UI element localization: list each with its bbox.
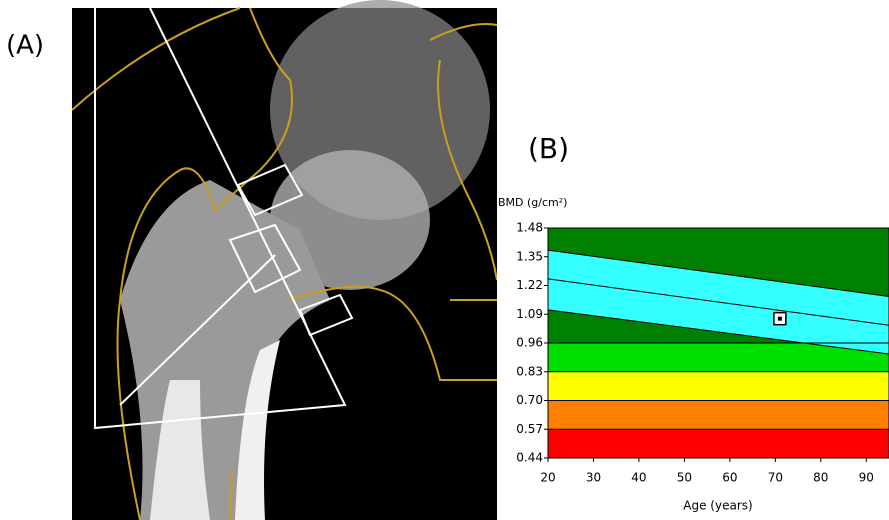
- y-tick-label: 0.57: [516, 422, 543, 436]
- xray-image: [72, 0, 497, 520]
- patient-point-center: [778, 317, 782, 321]
- y-tick-label: 0.44: [516, 451, 543, 465]
- y-tick-label: 1.35: [516, 249, 543, 263]
- y-axis-label: BMD (g/cm²): [498, 196, 567, 209]
- y-tick-label: 1.48: [516, 221, 543, 235]
- x-tick-label: 30: [586, 471, 601, 485]
- panel-label: (B): [528, 132, 569, 165]
- x-tick-label: 60: [722, 471, 737, 485]
- figure: (A) (B) BMD (g/cm²) Age (years) 1.48 1.35…: [0, 0, 889, 520]
- x-tick-label: 20: [540, 471, 555, 485]
- x-tick-label: 50: [677, 471, 692, 485]
- y-tick-label: 1.09: [516, 307, 543, 321]
- page: (A) (B) BMD (g/cm²) Age (years) 1.48 1.35…: [0, 0, 889, 520]
- y-tick-label: 0.96: [516, 336, 543, 350]
- zone: [548, 372, 889, 401]
- panel-label: (A): [6, 31, 44, 61]
- zone: [548, 401, 889, 430]
- y-tick-label: 1.22: [516, 278, 543, 292]
- zone: [548, 429, 889, 458]
- x-tick-label: 40: [631, 471, 646, 485]
- x-tick-label: 80: [813, 471, 828, 485]
- y-tick-label: 0.83: [516, 364, 543, 378]
- y-tick-label: 0.70: [516, 393, 543, 407]
- x-tick-label: 70: [768, 471, 783, 485]
- x-tick-label: 90: [859, 471, 874, 485]
- x-axis-label: Age (years): [683, 499, 752, 513]
